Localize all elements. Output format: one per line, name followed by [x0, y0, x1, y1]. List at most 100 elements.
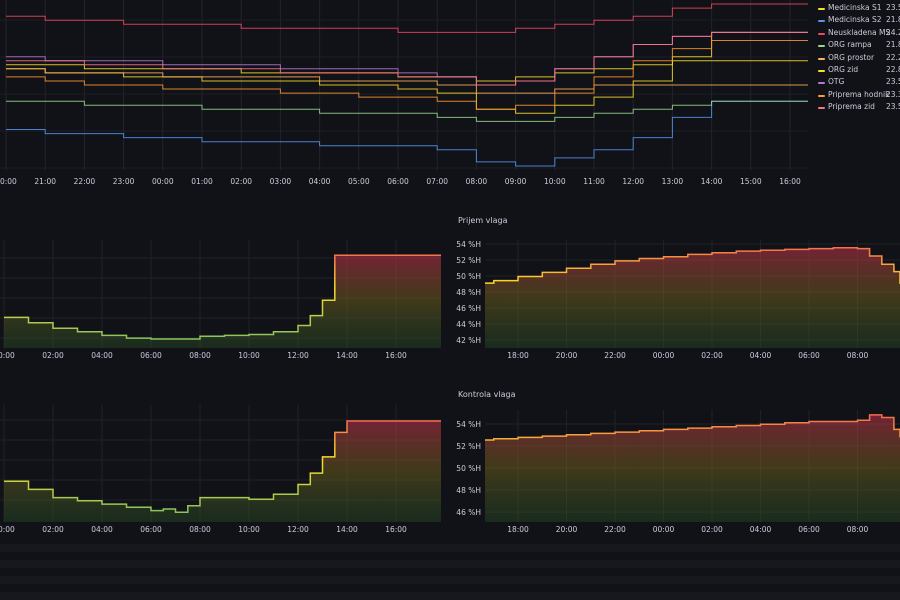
series-line — [485, 414, 900, 441]
y-tick-label: 52 %H — [456, 442, 481, 451]
x-tick-label: 08:00 — [189, 525, 211, 534]
legend-name: Medicinska S1 — [828, 3, 882, 12]
legend-name: Priprema zid — [828, 102, 875, 112]
y-tick-label: 54 %H — [456, 240, 481, 249]
legend-item[interactable]: ORG prostor 22.2 — [812, 53, 900, 65]
legend-value: 23.5 — [886, 102, 900, 112]
kontrola-vlaga-chart: 18:00 20:00 22:00 00:00 02:00 04:00 06:00 08:00… — [456, 410, 900, 534]
legend-name: Medicinska S2 — [828, 15, 882, 25]
legend-name: OTG — [828, 77, 845, 87]
x-tick-label: 15:00 — [740, 177, 762, 186]
collapsed-row[interactable] — [0, 544, 900, 552]
x-tick-label: 07:00 — [426, 177, 448, 186]
legend-item[interactable]: Priprema zid 23.5 — [812, 102, 900, 114]
humidity-chart-left: 00:00 02:00 04:00 06:00 08:00 10:00 12:00 14:00… — [0, 240, 441, 360]
legend-swatch — [818, 32, 825, 35]
x-tick-label: 14:00 — [336, 351, 358, 360]
x-tick-label: 20:00 — [556, 525, 578, 534]
legend-item[interactable]: OTG 23.5 — [812, 77, 900, 89]
kontrola-vlaga-panel: Kontrola vlaga 18:00 20:00 22:00 00:00 02:00… — [448, 380, 900, 540]
humidity-panel-left: 00:00 02:00 04:00 06:00 08:00 10:00 12:00 14:00… — [0, 200, 448, 380]
legend-swatch — [818, 82, 825, 85]
x-tick-label: 06:00 — [140, 351, 162, 360]
x-tick-label: 01:00 — [191, 177, 213, 186]
legend-value: 23.5 — [886, 3, 900, 12]
legend-value: 22.2 — [886, 52, 900, 62]
collapsed-row[interactable] — [0, 576, 900, 584]
legend-value: 21.8 — [886, 40, 900, 50]
series-line — [6, 40, 808, 110]
temperature-chart: 20:00 21:00 22:00 23:00 00:00 01:00 02:00 03:00… — [0, 0, 808, 186]
x-tick-label: 04:00 — [750, 351, 772, 360]
legend-item[interactable]: ORG zid 22.8 — [812, 65, 900, 77]
legend-value: 21.8 — [886, 15, 900, 25]
x-tick-label: 18:00 — [507, 525, 529, 534]
legend-swatch — [818, 70, 825, 72]
series-line — [6, 100, 808, 167]
y-tick-label: 52 %H — [456, 256, 481, 265]
x-tick-label: 06:00 — [387, 177, 409, 186]
x-tick-label: 09:00 — [505, 177, 527, 186]
legend-swatch — [818, 94, 825, 97]
x-tick-label: 12:00 — [287, 351, 309, 360]
legend-name: ORG zid — [828, 65, 859, 74]
x-tick-label: 10:00 — [238, 351, 260, 360]
series-line — [6, 31, 808, 114]
legend-item[interactable]: Medicinska S2 21.8 — [812, 15, 900, 27]
x-tick-label: 03:00 — [270, 177, 292, 186]
panel-title: Prijem vlaga — [458, 216, 508, 225]
x-tick-label: 00:00 — [653, 525, 675, 534]
legend-name: ORG rampa — [828, 40, 872, 50]
x-tick-label: 02:00 — [701, 351, 723, 360]
x-tick-label: 02:00 — [230, 177, 252, 186]
x-tick-label: 04:00 — [750, 525, 772, 534]
legend-swatch — [818, 57, 825, 60]
x-tick-label: 14:00 — [336, 525, 358, 534]
prijem-vlaga-chart: 18:00 20:00 22:00 00:00 02:00 04:00 06:00 08:00… — [456, 240, 900, 360]
x-tick-label: 10:00 — [238, 525, 260, 534]
x-tick-label: 16:00 — [385, 351, 407, 360]
legend-item[interactable]: Medicinska S1 23.5 — [812, 3, 900, 15]
series-line — [485, 247, 900, 284]
legend-name: ORG prostor — [828, 52, 875, 62]
legend-swatch — [818, 45, 825, 48]
x-tick-label: 12:00 — [622, 177, 644, 186]
humidity-panel-left-2: 00:00 02:00 04:00 06:00 08:00 10:00 12:00 14:00… — [0, 380, 448, 540]
area-fill — [4, 421, 441, 522]
legend-value: 22.8 — [886, 65, 900, 74]
x-tick-label: 02:00 — [701, 525, 723, 534]
legend-value: 23.3 — [886, 89, 900, 99]
x-tick-label: 08:00 — [847, 525, 869, 534]
legend-swatch — [818, 20, 825, 23]
series-line — [6, 60, 808, 82]
collapsed-row[interactable] — [0, 560, 900, 568]
collapsed-row[interactable] — [0, 592, 900, 600]
x-tick-label: 20:00 — [0, 177, 17, 186]
legend-value: 24.2 — [886, 27, 900, 37]
x-tick-label: 00:00 — [0, 351, 15, 360]
x-tick-label: 12:00 — [287, 525, 309, 534]
temperature-panel: 20:00 21:00 22:00 23:00 00:00 01:00 02:00 03:00… — [0, 0, 900, 200]
legend-name: Priprema hodnik — [828, 89, 890, 99]
humidity-chart-left-2: 00:00 02:00 04:00 06:00 08:00 10:00 12:00 14:00… — [0, 405, 441, 534]
x-tick-label: 22:00 — [74, 177, 96, 186]
x-tick-label: 04:00 — [91, 525, 113, 534]
x-tick-label: 22:00 — [604, 351, 626, 360]
x-tick-label: 20:00 — [556, 351, 578, 360]
legend-swatch — [818, 8, 825, 10]
x-tick-label: 16:00 — [779, 177, 801, 186]
legend-item[interactable]: ORG rampa 21.8 — [812, 40, 900, 52]
x-tick-label: 18:00 — [507, 351, 529, 360]
y-tick-label: 46 %H — [456, 304, 481, 313]
x-tick-label: 06:00 — [798, 525, 820, 534]
x-tick-label: 08:00 — [189, 351, 211, 360]
x-tick-label: 21:00 — [34, 177, 56, 186]
x-tick-label: 13:00 — [662, 177, 684, 186]
x-tick-label: 02:00 — [42, 525, 64, 534]
series-line — [6, 100, 808, 122]
series-line — [6, 3, 808, 33]
x-tick-label: 14:00 — [701, 177, 723, 186]
